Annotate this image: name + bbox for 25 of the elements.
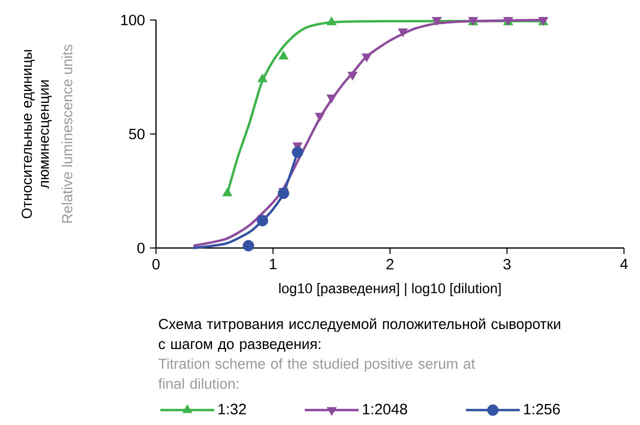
legend-title: Схема титрования исследуемой положительной сыворотки с шагом до разведения: — [158, 318, 560, 352]
point — [348, 72, 358, 80]
point — [292, 146, 304, 158]
text: Relative luminescence units — [62, 44, 72, 223]
point — [326, 94, 336, 104]
x-tick-label: 1 — [270, 258, 276, 270]
x-tick-label: 0 — [152, 258, 160, 270]
y-tick-label: 100 — [121, 14, 145, 26]
legend-label: 1:32 — [218, 404, 246, 414]
y-axis-title: Относительные единицы люминесценции — [22, 50, 52, 218]
point — [222, 188, 232, 196]
x-tick-label: 3 — [503, 258, 511, 270]
legend-label: 1:256 — [524, 404, 560, 414]
point — [398, 28, 408, 38]
y-tick-label: 0 — [137, 242, 145, 254]
point — [432, 17, 442, 26]
legend-label: 1:2048 — [363, 404, 408, 414]
point — [362, 54, 372, 62]
x-axis-title: log10 [разведения] | log10 [dilution] — [279, 283, 501, 296]
point — [242, 240, 254, 252]
y-tick-label: 50 — [129, 128, 145, 140]
point — [314, 112, 325, 122]
x-tick-label: 4 — [620, 258, 628, 270]
text: Titration scheme of the studied positive serum at final dilution: — [158, 358, 476, 389]
x-tick-label: 2 — [386, 258, 394, 270]
